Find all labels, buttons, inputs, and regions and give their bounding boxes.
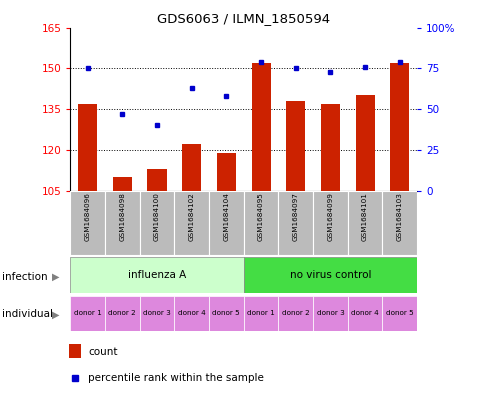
Text: donor 3: donor 3 — [143, 310, 170, 316]
Bar — [243, 191, 278, 255]
Bar — [278, 191, 313, 255]
Text: GSM1684099: GSM1684099 — [327, 193, 333, 241]
Text: donor 5: donor 5 — [212, 310, 240, 316]
Text: donor 2: donor 2 — [281, 310, 309, 316]
Bar — [216, 152, 235, 191]
Text: donor 1: donor 1 — [74, 310, 101, 316]
Text: influenza A: influenza A — [128, 270, 186, 280]
Bar — [70, 296, 105, 331]
Bar — [139, 191, 174, 255]
Bar — [105, 296, 139, 331]
Text: GSM1684101: GSM1684101 — [362, 193, 367, 241]
Bar — [70, 191, 105, 255]
Text: ▶: ▶ — [52, 309, 60, 320]
Text: donor 2: donor 2 — [108, 310, 136, 316]
Bar — [113, 177, 132, 191]
Bar — [313, 296, 347, 331]
Text: GSM1684097: GSM1684097 — [292, 193, 298, 241]
Text: GSM1684103: GSM1684103 — [396, 193, 402, 241]
Bar — [209, 296, 243, 331]
Text: GSM1684102: GSM1684102 — [188, 193, 194, 241]
Bar — [139, 296, 174, 331]
Text: individual: individual — [2, 309, 53, 320]
Text: donor 1: donor 1 — [247, 310, 274, 316]
Text: donor 5: donor 5 — [385, 310, 413, 316]
Text: donor 3: donor 3 — [316, 310, 344, 316]
Bar — [78, 104, 97, 191]
Bar — [174, 191, 209, 255]
Title: GDS6063 / ILMN_1850594: GDS6063 / ILMN_1850594 — [157, 12, 330, 25]
Text: donor 4: donor 4 — [350, 310, 378, 316]
Text: no virus control: no virus control — [289, 270, 370, 280]
Bar — [70, 257, 243, 293]
Bar — [320, 104, 339, 191]
Text: GSM1684100: GSM1684100 — [154, 193, 160, 241]
Bar — [313, 191, 347, 255]
Bar — [347, 191, 382, 255]
Text: donor 4: donor 4 — [178, 310, 205, 316]
Bar — [251, 63, 270, 191]
Bar — [147, 169, 166, 191]
Text: GSM1684104: GSM1684104 — [223, 193, 229, 241]
Bar — [243, 257, 416, 293]
Bar — [382, 191, 416, 255]
Bar — [355, 95, 374, 191]
Text: GSM1684096: GSM1684096 — [85, 193, 91, 241]
Bar — [347, 296, 382, 331]
Bar — [390, 63, 408, 191]
Bar — [174, 296, 209, 331]
Text: infection: infection — [2, 272, 48, 282]
Bar — [182, 144, 201, 191]
Bar — [286, 101, 304, 191]
Text: percentile rank within the sample: percentile rank within the sample — [88, 373, 263, 383]
Text: GSM1684095: GSM1684095 — [257, 193, 263, 241]
Bar — [69, 344, 81, 358]
Bar — [243, 296, 278, 331]
Text: count: count — [88, 347, 117, 357]
Text: ▶: ▶ — [52, 272, 60, 282]
Bar — [382, 296, 416, 331]
Bar — [209, 191, 243, 255]
Bar — [105, 191, 139, 255]
Text: GSM1684098: GSM1684098 — [119, 193, 125, 241]
Bar — [278, 296, 313, 331]
